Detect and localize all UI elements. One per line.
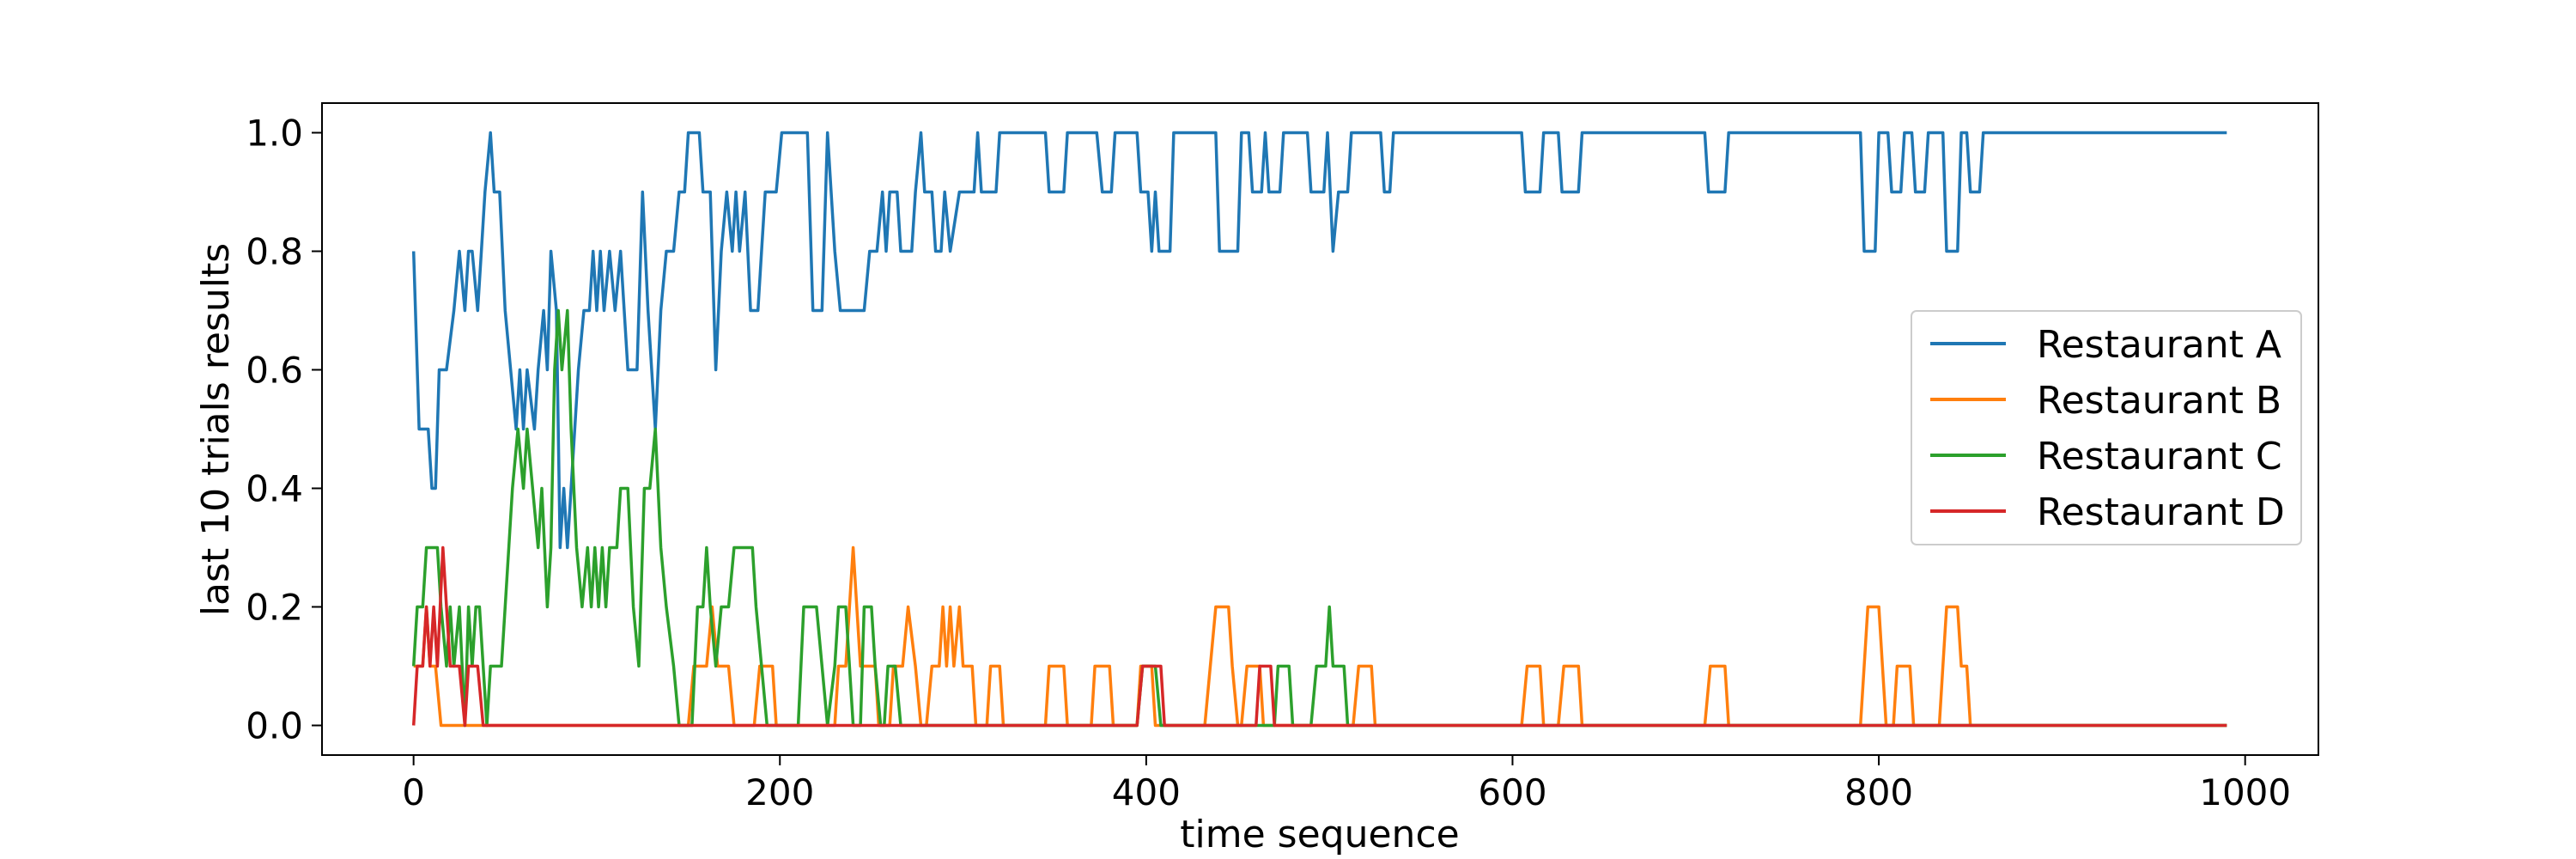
y-tick-label: 0.2	[246, 587, 303, 629]
y-axis-label: last 10 trials results	[194, 243, 238, 616]
x-tick-label: 800	[1844, 771, 1913, 813]
series-line-restaurant-b	[413, 545, 2227, 728]
x-tick-label: 400	[1112, 771, 1181, 813]
x-axis-label: time sequence	[1180, 813, 1459, 856]
y-tick-label: 1.0	[246, 113, 303, 155]
y-tick-label: 0.8	[246, 231, 303, 273]
legend-label: Restaurant C	[2037, 435, 2282, 478]
legend-label: Restaurant B	[2037, 379, 2281, 423]
y-tick-label: 0.4	[246, 468, 303, 510]
y-tick-label: 0.6	[246, 350, 303, 392]
legend: Restaurant A Restaurant B Restaurant C Rest…	[1911, 310, 2302, 545]
series-line-restaurant-c	[411, 308, 2227, 728]
x-tick-label: 200	[745, 771, 814, 813]
legend-box	[1911, 310, 2302, 545]
legend-label: Restaurant A	[2037, 323, 2281, 367]
x-tick-label: 1000	[2199, 771, 2291, 813]
y-axis: 0.0 0.2 0.4 0.6 0.8 1.0	[246, 113, 322, 747]
series-line-restaurant-a	[411, 131, 2227, 550]
x-tick-label: 600	[1478, 771, 1546, 813]
plot-frame	[321, 102, 2319, 756]
y-tick-label: 0.0	[246, 705, 303, 747]
x-axis: 0 200 400 600 800 1000	[402, 755, 2291, 813]
x-tick-label: 0	[402, 771, 425, 813]
legend-label: Restaurant D	[2037, 490, 2285, 534]
series-line-restaurant-d	[411, 545, 2227, 728]
series-layer	[411, 131, 2227, 728]
